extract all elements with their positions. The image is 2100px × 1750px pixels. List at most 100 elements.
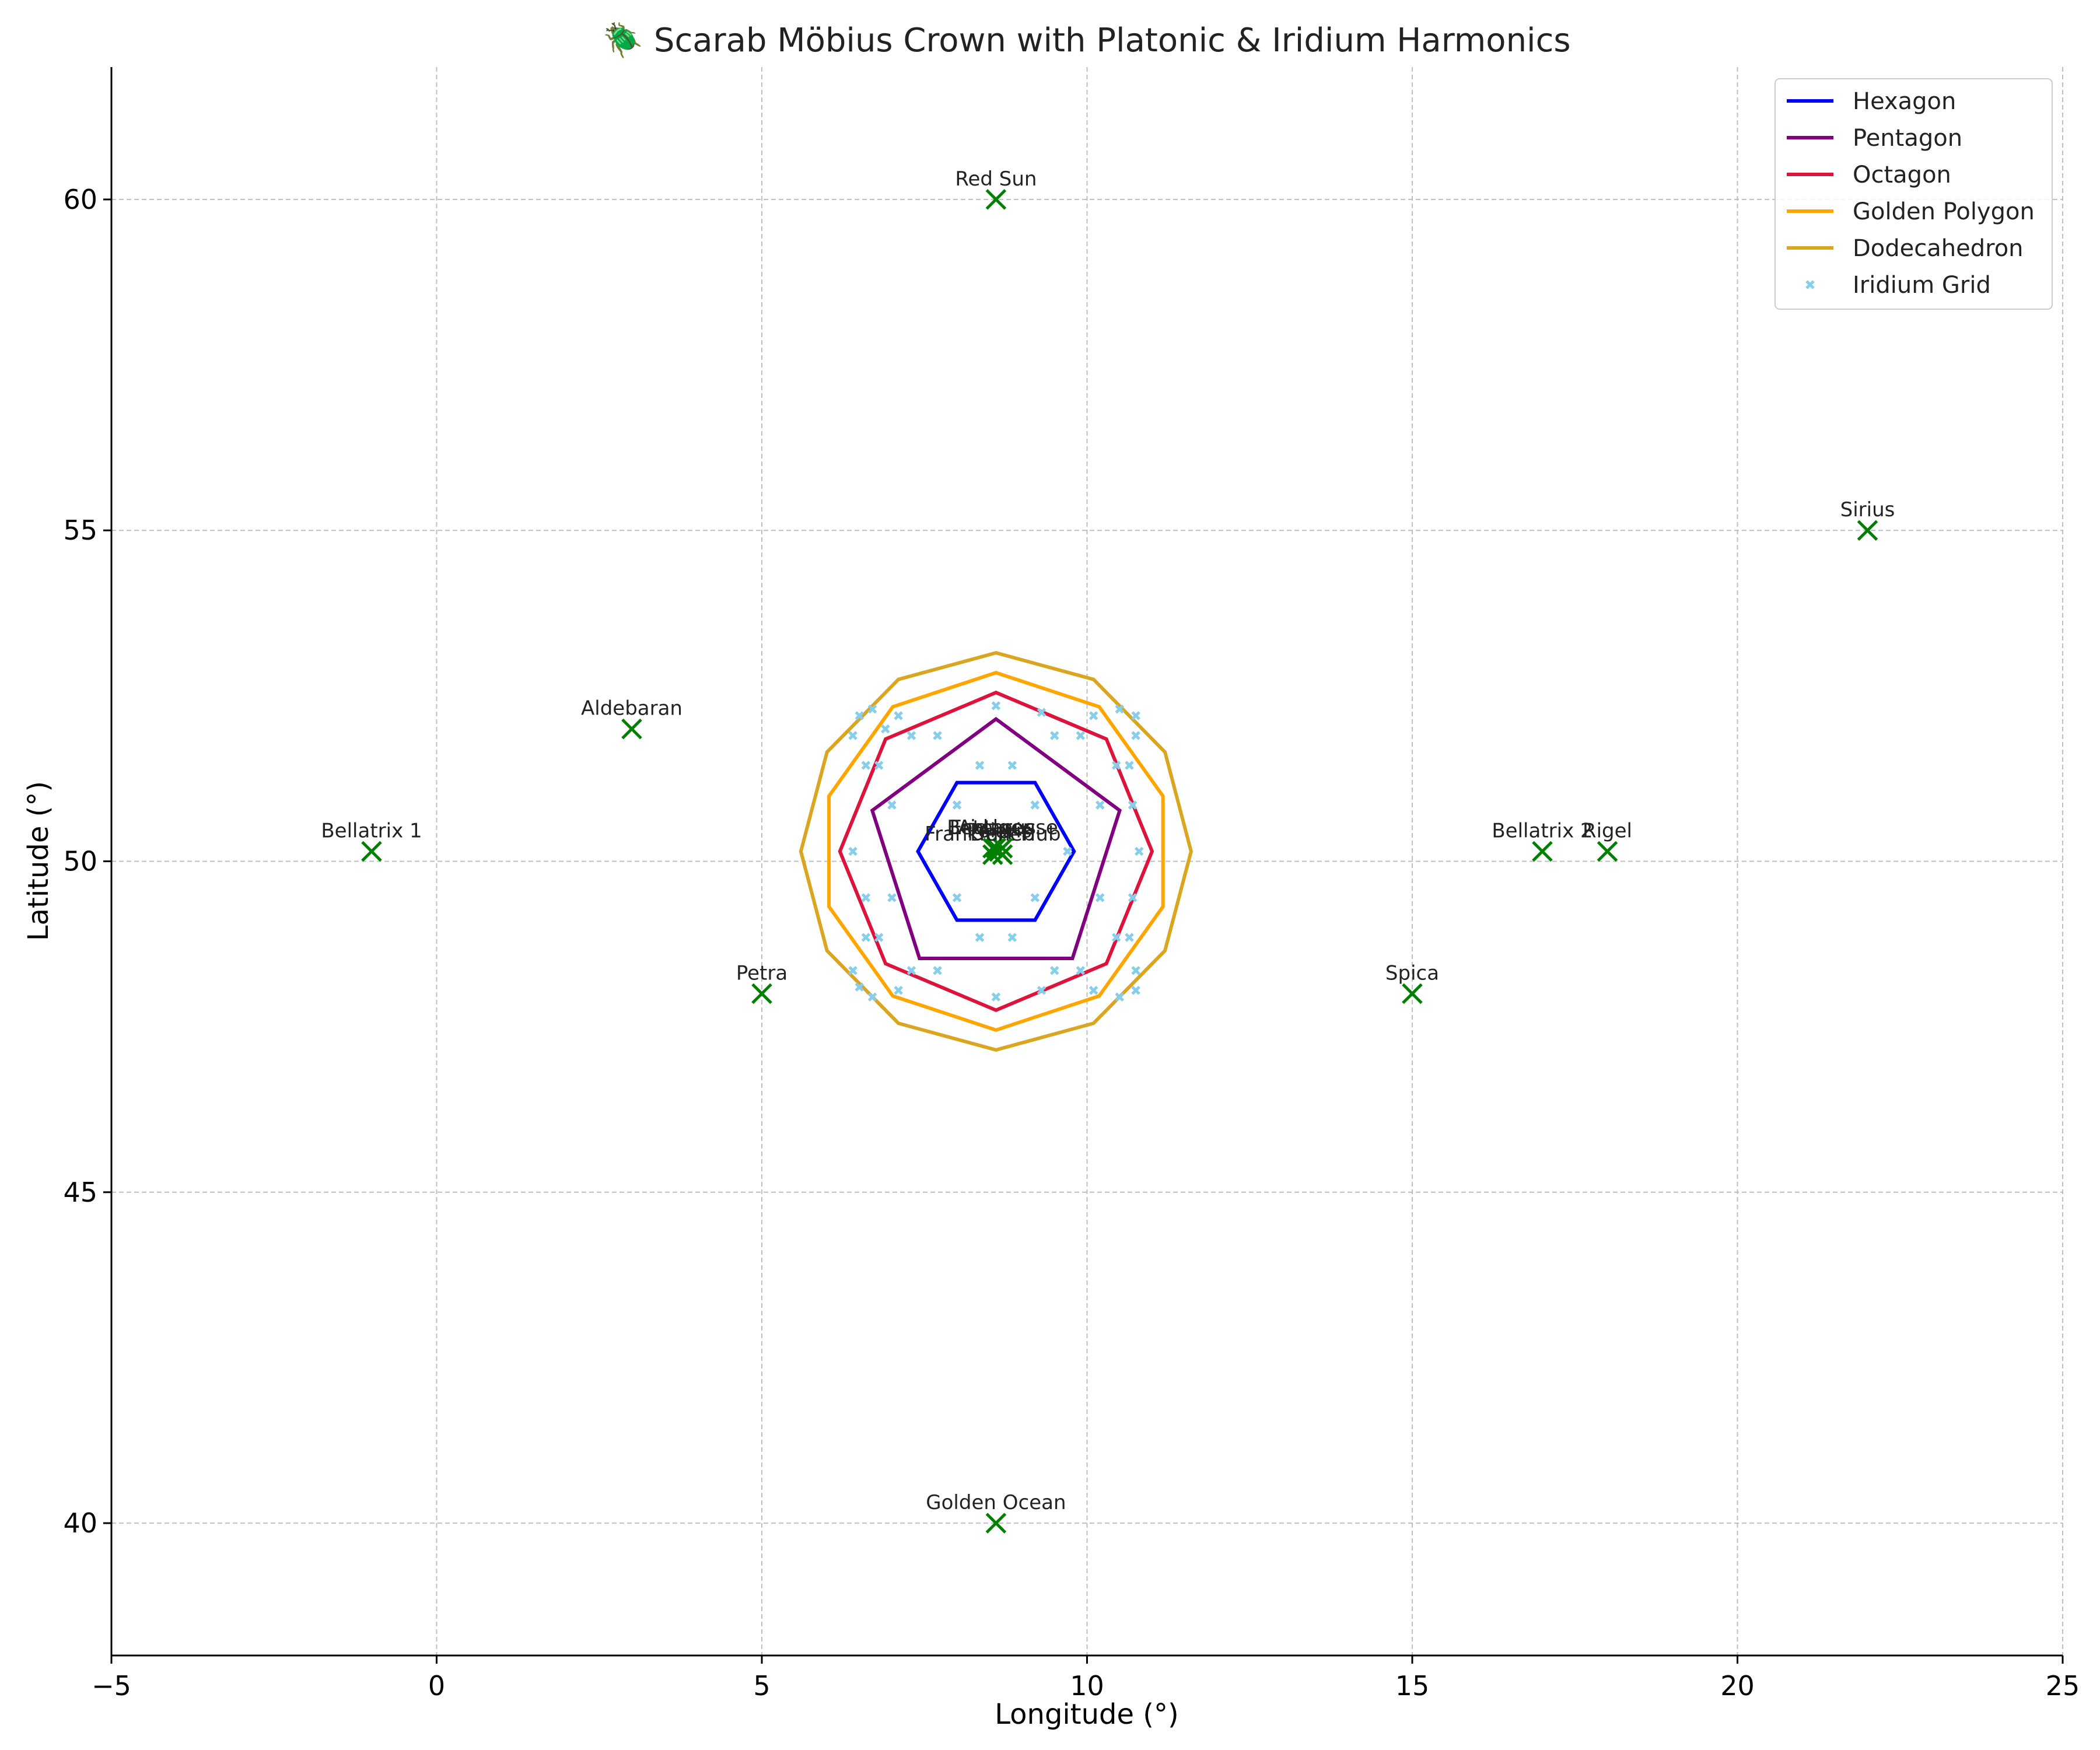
iridium-grid-point bbox=[1037, 985, 1046, 995]
landmark-label: Sirius bbox=[1840, 498, 1895, 522]
legend-swatch bbox=[1805, 280, 1815, 289]
iridium-grid-point bbox=[861, 933, 871, 942]
iridium-grid-point bbox=[991, 701, 1001, 710]
landmark-label: Polaris bbox=[967, 819, 1032, 842]
iridium-grid-point bbox=[991, 992, 1001, 1002]
iridium-grid-point bbox=[894, 711, 903, 720]
iridium-grid-point bbox=[1096, 800, 1105, 810]
iridium-grid-point bbox=[855, 982, 864, 992]
legend-label: Pentagon bbox=[1853, 125, 1962, 152]
iridium-grid-point bbox=[874, 761, 884, 770]
landmark-label: Antares bbox=[958, 816, 1034, 839]
axes: −5 0 5 10 15 20 25 40 45 50 55 60 bbox=[63, 67, 2080, 1702]
y-tick-label: 40 bbox=[63, 1507, 97, 1539]
iridium-grid-point bbox=[1125, 933, 1134, 942]
landmark-marker bbox=[751, 983, 772, 1005]
iridium-grid-point bbox=[1111, 933, 1121, 942]
y-tick-label: 45 bbox=[63, 1177, 97, 1208]
iridium-grid-point bbox=[1128, 800, 1138, 810]
landmark-marker bbox=[1402, 983, 1423, 1005]
x-tick-label: 0 bbox=[428, 1670, 445, 1702]
series-dodecahedron bbox=[799, 650, 1194, 1052]
iridium-grid-point bbox=[1076, 731, 1086, 740]
landmark-label: Petra bbox=[736, 961, 788, 985]
landmark-marker bbox=[1532, 841, 1553, 862]
y-tick-label: 55 bbox=[63, 514, 97, 546]
iridium-grid-point bbox=[874, 933, 884, 942]
iridium-grid-point bbox=[1131, 711, 1140, 720]
x-tick-label: 25 bbox=[2046, 1670, 2080, 1702]
iridium-grid-point bbox=[975, 933, 985, 942]
landmark-marker bbox=[992, 844, 1013, 865]
iridium-grid-point bbox=[887, 800, 897, 810]
landmark-label: Spica bbox=[1385, 961, 1439, 985]
landmark-label: Frankfurt Hub bbox=[925, 822, 1060, 846]
y-tick-label: 50 bbox=[63, 846, 97, 877]
landmark-label: Eridanus bbox=[950, 816, 1036, 839]
series-octagon bbox=[838, 690, 1154, 1013]
iridium-grid-point bbox=[1088, 985, 1098, 995]
landmark-marker bbox=[361, 841, 382, 862]
iridium-grid-point bbox=[933, 965, 942, 975]
iridium-grid-point bbox=[1131, 965, 1140, 975]
legend: Hexagon Pentagon Octagon Golden Polygon Dode… bbox=[1774, 78, 2053, 310]
iridium-grid-point bbox=[975, 761, 985, 770]
iridium-grid-point bbox=[1030, 893, 1040, 902]
iridium-grid-point bbox=[1134, 846, 1144, 856]
landmark-label: Red Sun bbox=[955, 167, 1037, 191]
landmark-marker bbox=[1857, 520, 1878, 541]
landmark-label: Bellatrix 1 bbox=[321, 819, 422, 842]
iridium-grid-point bbox=[881, 724, 890, 734]
iridium-grid-point bbox=[861, 761, 871, 770]
legend-label: Iridium Grid bbox=[1853, 272, 1991, 299]
landmark-marker bbox=[621, 718, 642, 740]
iridium-grid-point bbox=[1049, 731, 1059, 740]
x-tick-label: −5 bbox=[92, 1670, 131, 1702]
legend-label: Hexagon bbox=[1853, 88, 1956, 115]
x-axis-title: Longitude (°) bbox=[995, 1698, 1178, 1731]
iridium-grid-point bbox=[855, 711, 864, 720]
iridium-grid-point bbox=[887, 893, 897, 902]
iridium-grid-point bbox=[848, 731, 858, 740]
iridium-grid-point bbox=[1115, 704, 1125, 714]
landmark-marker bbox=[985, 1513, 1007, 1534]
iridium-grid-point bbox=[1088, 711, 1098, 720]
x-tick-label: 10 bbox=[1070, 1670, 1104, 1702]
series-pentagon bbox=[870, 716, 1122, 961]
landmark-label: Aldebaran bbox=[581, 697, 682, 720]
iridium-grid-point bbox=[1007, 761, 1017, 770]
iridium-grid-point bbox=[1037, 708, 1046, 717]
x-tick-label: 20 bbox=[1720, 1670, 1755, 1702]
iridium-grid-point bbox=[1131, 731, 1140, 740]
landmark-label: Rigel bbox=[1583, 819, 1632, 842]
landmarks: Red Sun Sirius Aldebaran Bellatrix 1 Bellatr… bbox=[321, 167, 1895, 1534]
iridium-grid-point bbox=[1007, 933, 1017, 942]
landmark-label: Bellatrix 2 bbox=[1492, 819, 1592, 842]
legend-box bbox=[1774, 78, 2053, 310]
legend-label: Golden Polygon bbox=[1853, 198, 2035, 225]
landmark-marker bbox=[982, 844, 1003, 865]
iridium-grid-point bbox=[1115, 992, 1125, 1002]
chart-title: 🪲 Scarab Möbius Crown with Platonic & Ir… bbox=[603, 22, 1570, 60]
y-axis-title: Latitude (°) bbox=[22, 781, 55, 941]
iridium-grid-point bbox=[933, 731, 942, 740]
series-hexagon bbox=[916, 780, 1076, 922]
legend-label: Octagon bbox=[1853, 162, 1951, 188]
landmark-label: Betelgeuse bbox=[947, 816, 1058, 839]
iridium-grid-point bbox=[1096, 893, 1105, 902]
y-tick-label: 60 bbox=[63, 184, 97, 215]
iridium-grid-point bbox=[861, 893, 871, 902]
iridium-grid-point bbox=[907, 731, 916, 740]
landmark-label: Deneb bbox=[970, 822, 1035, 846]
iridium-grid-point bbox=[1049, 965, 1059, 975]
iridium-grid-point bbox=[907, 965, 916, 975]
iridium-grid-point bbox=[1030, 800, 1040, 810]
iridium-grid-point bbox=[1063, 846, 1072, 856]
landmark-marker bbox=[982, 838, 1003, 859]
x-tick-label: 5 bbox=[753, 1670, 770, 1702]
iridium-grid-point bbox=[867, 992, 877, 1002]
grid bbox=[111, 67, 2063, 1656]
legend-label: Dodecahedron bbox=[1853, 235, 2024, 262]
landmark-marker bbox=[1597, 841, 1618, 862]
